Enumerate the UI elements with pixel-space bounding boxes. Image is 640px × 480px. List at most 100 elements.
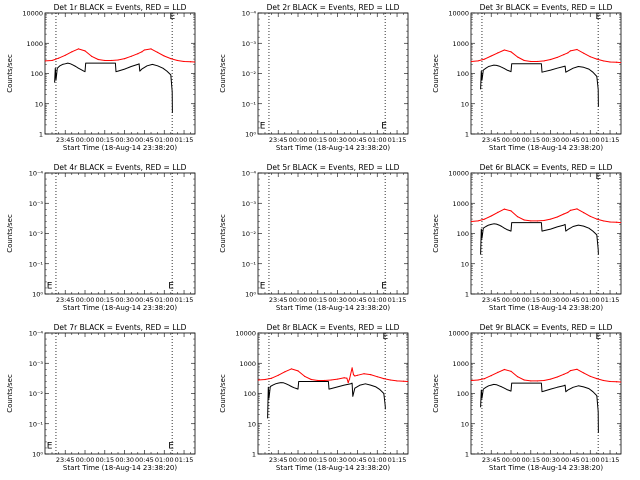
- y-tick-label: 10: [461, 100, 469, 108]
- x-tick-label: 00:15: [521, 296, 540, 304]
- x-tick-label: 01:00: [368, 456, 387, 464]
- x-tick-label: 00:00: [502, 296, 521, 304]
- lld-series-point: [550, 378, 552, 380]
- lld-series-point: [484, 378, 486, 380]
- y-tick-label: 10000: [22, 10, 43, 18]
- lld-series-point: [589, 375, 591, 377]
- y-tick-label: 1000: [239, 360, 256, 368]
- x-tick-label: 00:30: [115, 296, 134, 304]
- x-tick-label: 00:00: [289, 456, 308, 464]
- x-tick-label: 23:45: [269, 296, 288, 304]
- x-tick-label: 01:15: [388, 136, 407, 144]
- lld-series-point: [536, 220, 539, 222]
- lld-series-point: [477, 60, 479, 62]
- lld-series-point: [403, 380, 405, 382]
- y-tick-label: 100: [457, 230, 469, 238]
- lld-series-point: [569, 370, 572, 372]
- events-series-line: [480, 63, 599, 107]
- lld-series-point: [317, 379, 319, 382]
- lld-series-point: [490, 55, 492, 57]
- x-tick-label: 01:15: [175, 136, 194, 144]
- x-tick-label: 01:15: [388, 296, 407, 304]
- x-axis-label: Start Time (18-Aug-14 23:38:20): [63, 304, 177, 312]
- lld-series-point: [130, 55, 132, 57]
- annotation-marker: E: [168, 282, 174, 292]
- lld-series-point: [470, 379, 472, 382]
- y-tick-label: 100: [31, 70, 43, 78]
- x-tick-label: 23:45: [56, 136, 75, 144]
- lld-series-point: [510, 51, 512, 53]
- lld-series-point: [620, 221, 622, 224]
- lld-series-point: [563, 213, 565, 215]
- y-tick-label: 10⁻¹: [242, 260, 257, 268]
- panel-title: Det 8r BLACK = Events, RED = LLD: [267, 323, 400, 332]
- y-tick-label: 10: [35, 100, 43, 108]
- lld-series-point: [583, 52, 585, 54]
- x-tick-label: 00:30: [328, 136, 347, 144]
- x-tick-label: 23:45: [482, 136, 501, 144]
- y-tick-label: 10: [461, 260, 469, 268]
- lld-series-point: [143, 49, 146, 51]
- lld-series-point: [530, 60, 532, 63]
- lld-series-point: [576, 368, 578, 370]
- x-tick-label: 00:00: [502, 456, 521, 464]
- x-tick-label: 00:30: [541, 456, 560, 464]
- y-tick-label: 10⁻²: [242, 70, 257, 78]
- lld-series-point: [543, 60, 545, 62]
- panel-title: Det 2r BLACK = Events, RED = LLD: [267, 3, 400, 12]
- y-tick-label: 10⁰: [245, 131, 256, 139]
- y-tick-label: 100: [457, 70, 469, 78]
- lld-series-point: [567, 52, 569, 54]
- lld-series-point: [77, 48, 80, 50]
- lld-series-point: [484, 218, 486, 220]
- x-tick-label: 00:00: [502, 136, 521, 144]
- x-tick-label: 00:45: [348, 296, 367, 304]
- lld-series-point: [616, 61, 618, 63]
- x-tick-label: 23:45: [56, 296, 75, 304]
- y-axis-label: Counts/sec: [219, 214, 227, 253]
- lld-series-point: [497, 371, 499, 373]
- lld-series-point: [523, 59, 525, 62]
- lld-series-point: [609, 380, 611, 383]
- lld-series-point: [503, 49, 506, 51]
- lld-series-point: [347, 381, 349, 384]
- y-tick-label: 100: [244, 390, 256, 398]
- y-tick-label: 10⁻³: [242, 40, 257, 48]
- x-axis-label: Start Time (18-Aug-14 23:38:20): [276, 144, 390, 152]
- y-tick-label: 10000: [448, 330, 469, 338]
- lld-series-point: [536, 60, 539, 63]
- x-tick-label: 01:15: [601, 296, 620, 304]
- lld-series-point: [497, 211, 499, 213]
- lld-series-point: [616, 381, 618, 383]
- y-axis-label: Counts/sec: [6, 374, 14, 413]
- x-tick-label: 00:15: [308, 136, 327, 144]
- lld-series-point: [157, 51, 159, 53]
- y-tick-label: 10⁻³: [29, 200, 44, 208]
- panel-title: Det 6r BLACK = Events, RED = LLD: [480, 163, 613, 172]
- lld-series-point: [337, 378, 339, 380]
- y-tick-label: 1: [39, 131, 43, 139]
- lld-series-point: [297, 370, 299, 372]
- x-tick-label: 00:15: [521, 136, 540, 144]
- y-tick-label: 10⁰: [245, 291, 256, 299]
- panel-title: Det 7r BLACK = Events, RED = LLD: [54, 323, 187, 332]
- lld-series-point: [596, 378, 598, 380]
- lld-series-point: [183, 60, 185, 63]
- lld-series-point: [477, 220, 479, 222]
- lld-series-point: [351, 367, 353, 369]
- lld-series-point: [523, 379, 525, 381]
- y-tick-label: 10⁻¹: [29, 420, 44, 428]
- events-series-line: [480, 382, 599, 433]
- panel-title: Det 9r BLACK = Events, RED = LLD: [480, 323, 613, 332]
- lld-series-point: [356, 374, 359, 376]
- x-tick-label: 01:00: [155, 136, 174, 144]
- lld-series-point: [363, 373, 365, 375]
- lld-series-point: [556, 56, 558, 59]
- x-tick-label: 00:30: [541, 296, 560, 304]
- lld-series-point: [589, 215, 591, 217]
